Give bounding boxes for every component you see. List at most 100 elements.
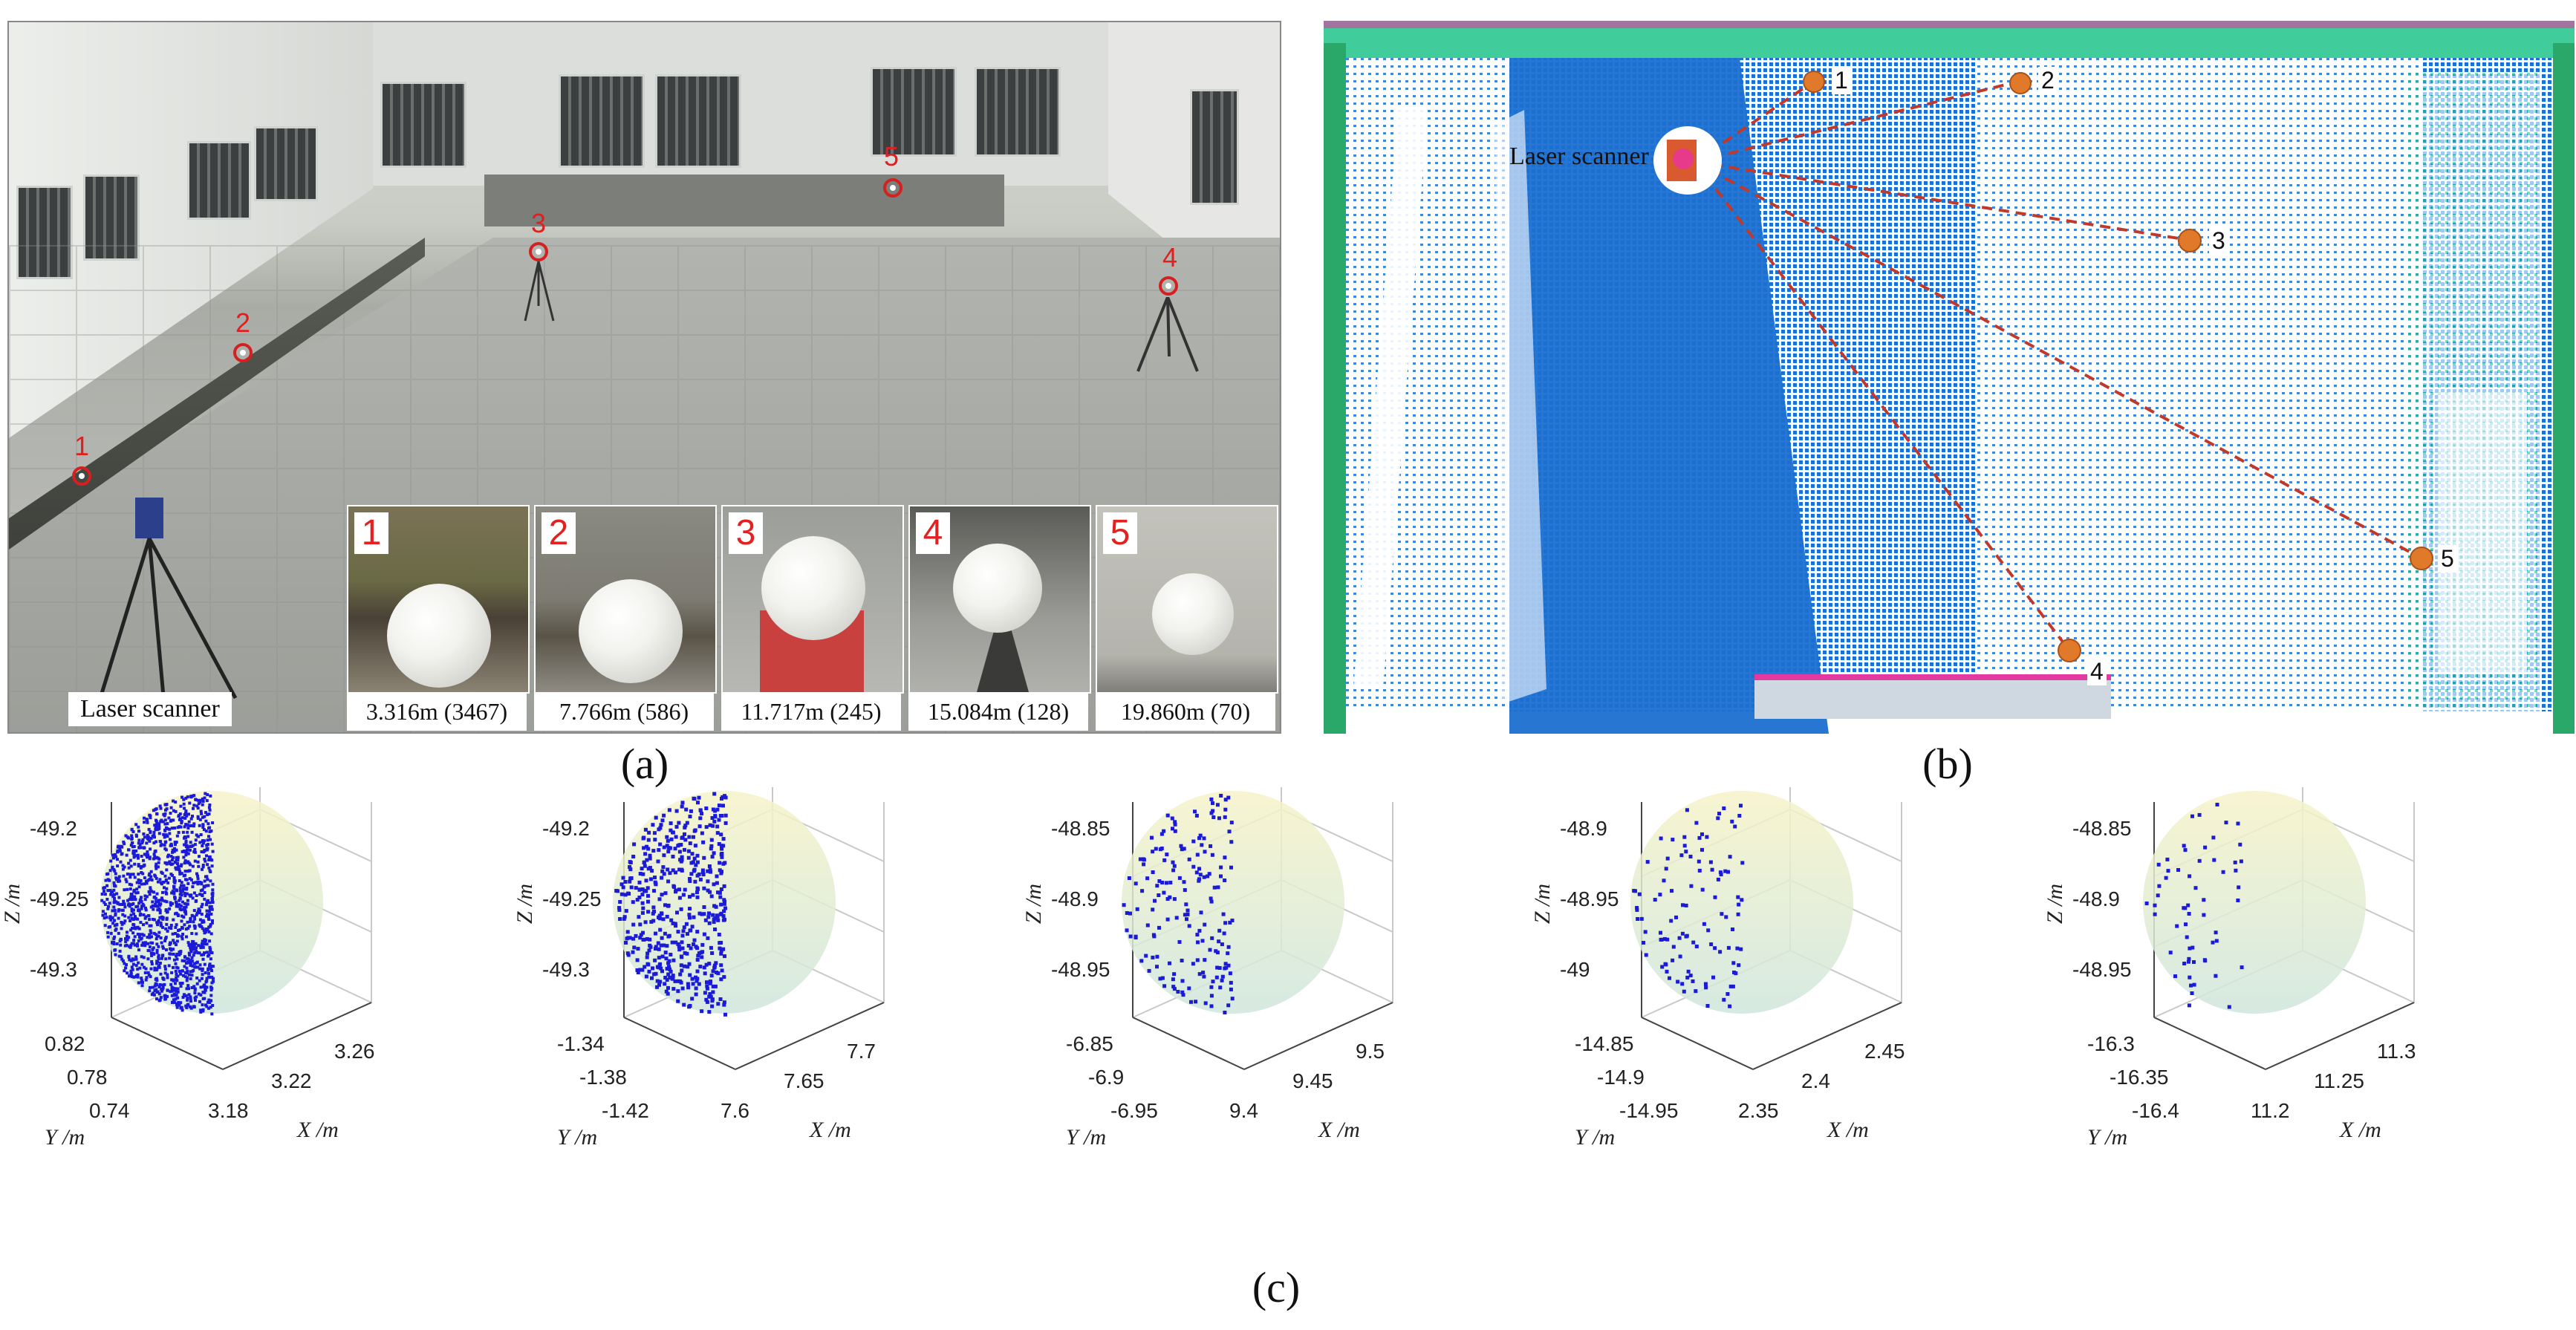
scan-point (648, 856, 652, 861)
scan-point (128, 958, 131, 962)
scan-point (191, 815, 194, 818)
scan-point (1173, 829, 1177, 833)
scan-point (127, 954, 131, 958)
scan-point (688, 895, 692, 899)
y-axis-label: Y /m (557, 1125, 598, 1150)
scan-point (201, 797, 204, 801)
scan-point (2193, 886, 2198, 890)
scan-point (1229, 821, 1234, 825)
scan-point (196, 815, 200, 818)
scan-point (715, 807, 720, 812)
scan-point (645, 844, 648, 849)
scan-point (1677, 936, 1682, 940)
scan-point (1209, 899, 1214, 904)
scan-point (676, 942, 680, 946)
scan-point (666, 904, 670, 908)
scan-point (192, 803, 196, 807)
scan-point (1191, 839, 1196, 844)
scan-point (2214, 930, 2218, 935)
scan-point (149, 847, 152, 851)
scan-point (1676, 979, 1680, 984)
scan-point (191, 844, 195, 847)
scan-point (157, 985, 161, 988)
scan-point (186, 902, 189, 906)
target-label-4: 4 (2087, 658, 2107, 685)
scan-point (706, 936, 710, 940)
scan-point (211, 850, 215, 853)
scan-point (207, 1006, 210, 1010)
scan-point (209, 879, 212, 883)
scan-point (209, 838, 212, 841)
scan-point (650, 976, 654, 980)
scan-point (143, 835, 146, 839)
scan-point (184, 910, 187, 913)
scan-point (119, 955, 123, 959)
scan-point (695, 895, 700, 899)
scan-point (117, 896, 121, 899)
scan-point (1182, 880, 1186, 884)
scan-point (1671, 838, 1675, 842)
scan-point (2164, 876, 2168, 880)
scan-point (692, 835, 695, 839)
target-label-3: 3 (2209, 227, 2228, 255)
scan-point (160, 896, 163, 900)
z-tick: -48.95 (1560, 887, 1619, 910)
scan-point (175, 993, 178, 997)
scan-point (163, 968, 167, 971)
scan-point (656, 859, 660, 864)
scan-point (692, 942, 696, 947)
scan-point (203, 951, 206, 955)
scan-point (717, 803, 721, 808)
scan-point (103, 924, 107, 928)
scan-point (169, 941, 172, 945)
scan-point (719, 887, 723, 891)
scan-point (129, 896, 133, 899)
scan-point (157, 956, 160, 959)
caption-a: (a) (620, 740, 669, 788)
scan-point (183, 825, 186, 829)
scan-point (147, 914, 151, 918)
scan-point (171, 848, 175, 852)
z-tick: -49.2 (30, 817, 77, 840)
scan-point (690, 977, 695, 981)
scan-point (1670, 889, 1674, 893)
scan-point (1223, 815, 1227, 819)
scan-point (1195, 958, 1200, 962)
scan-point (710, 999, 715, 1003)
scan-point (128, 974, 131, 978)
scan-point (125, 880, 129, 884)
scan-point (159, 936, 163, 939)
scan-point (639, 933, 643, 937)
scan-point (187, 820, 191, 824)
scan-point (1165, 897, 1170, 901)
scan-point (1220, 942, 1224, 947)
scan-point (702, 932, 706, 936)
scan-point (680, 804, 684, 809)
scan-point (645, 937, 649, 941)
scan-point (206, 954, 209, 958)
scan-point (142, 832, 146, 835)
scan-point (207, 910, 211, 913)
scan-point (174, 809, 178, 813)
scan-point (683, 838, 688, 842)
y-tick: -14.85 (1575, 1032, 1634, 1055)
scan-point (157, 919, 160, 922)
scan-point (654, 947, 657, 951)
scan-point (200, 812, 204, 815)
scan-point (192, 909, 196, 913)
scan-point (702, 855, 706, 860)
scan-point (1207, 872, 1211, 876)
scan-point (2215, 803, 2219, 806)
scan-point (688, 877, 692, 881)
scan-point (189, 894, 192, 898)
scan-point (106, 930, 110, 934)
scan-point (657, 956, 661, 960)
scan-point (169, 812, 172, 815)
scan-point (662, 872, 666, 876)
scan-point (157, 827, 161, 830)
scan-point (105, 916, 108, 919)
scan-point (154, 864, 157, 868)
scan-point (136, 917, 140, 921)
z-tick: -48.9 (2072, 887, 2120, 910)
scan-point (195, 911, 199, 915)
